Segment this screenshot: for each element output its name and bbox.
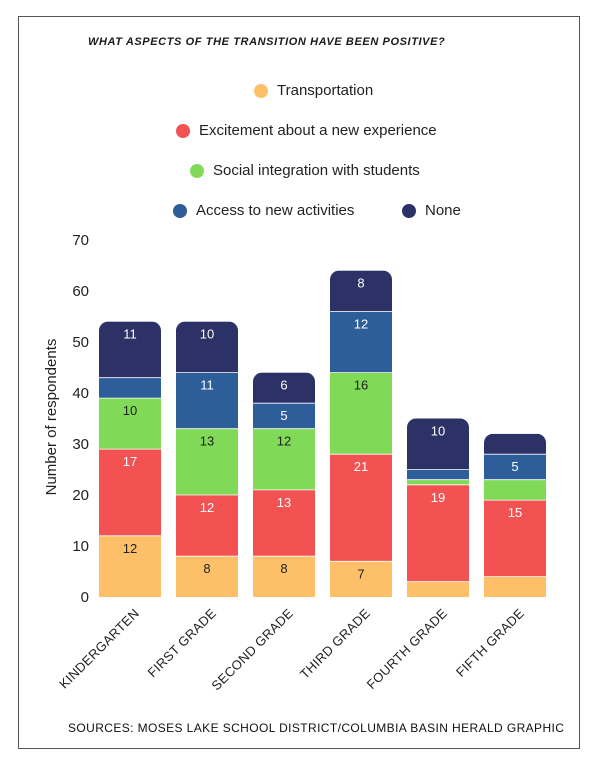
bar-segment bbox=[330, 561, 392, 597]
category-label: KINDERGARTEN bbox=[56, 606, 142, 692]
bar-segment bbox=[330, 372, 392, 455]
category-label: FIFTH GRADE bbox=[453, 605, 527, 679]
bar-segment bbox=[99, 377, 161, 399]
data-label: 11 bbox=[200, 378, 214, 393]
data-label: 11 bbox=[123, 327, 137, 342]
legend-swatch-social-integration bbox=[190, 163, 204, 178]
legend-item-transportation: Transportation bbox=[254, 82, 373, 99]
data-label: 12 bbox=[123, 541, 137, 556]
bar-segment bbox=[99, 535, 161, 597]
data-label: 13 bbox=[200, 434, 214, 449]
bar-segment bbox=[407, 479, 469, 485]
data-label: 7 bbox=[357, 566, 364, 581]
legend-swatch-transportation bbox=[254, 83, 268, 98]
data-label: 12 bbox=[277, 434, 291, 449]
bar-segment bbox=[330, 311, 392, 373]
bar-segment bbox=[407, 581, 469, 597]
bar-segment bbox=[484, 479, 546, 501]
data-label: 6 bbox=[280, 378, 287, 393]
legend-label-access: Access to new activities bbox=[196, 202, 355, 219]
bar-segment bbox=[484, 433, 546, 455]
bar-segment bbox=[176, 372, 238, 429]
bar-segment bbox=[99, 449, 161, 536]
y-axis-title: Number of respondents bbox=[43, 339, 60, 496]
category-label: THIRD GRADE bbox=[297, 605, 373, 681]
legend-item-none: None bbox=[402, 202, 461, 219]
data-label: 12 bbox=[354, 316, 368, 331]
y-tick-label: 50 bbox=[72, 334, 89, 351]
category-label: FOURTH GRADE bbox=[364, 606, 451, 693]
y-tick-label: 0 bbox=[81, 589, 89, 606]
data-label: 5 bbox=[280, 408, 287, 423]
y-tick-label: 60 bbox=[72, 283, 89, 300]
bar-segment bbox=[330, 270, 392, 312]
data-label: 13 bbox=[277, 495, 291, 510]
chart-frame bbox=[18, 16, 580, 749]
category-label: SECOND GRADE bbox=[208, 605, 296, 693]
legend-swatch-access bbox=[173, 203, 187, 218]
bar-segment bbox=[253, 428, 315, 490]
bar-segment bbox=[407, 418, 469, 470]
chart-title: WHAT ASPECTS OF THE TRANSITION HAVE BEEN… bbox=[88, 36, 446, 48]
bar-segment bbox=[253, 372, 315, 404]
bar-stack-third-grade bbox=[330, 270, 392, 597]
legend-label-none: None bbox=[425, 202, 461, 219]
legend-swatch-excitement bbox=[176, 123, 190, 138]
bar-stack-first-grade bbox=[176, 321, 238, 597]
bar-segment bbox=[176, 495, 238, 557]
data-label: 8 bbox=[203, 561, 210, 576]
data-label: 10 bbox=[123, 403, 137, 418]
data-label: 10 bbox=[431, 424, 445, 439]
bar-segment bbox=[253, 403, 315, 429]
bar-segment bbox=[99, 321, 161, 378]
data-label: 5 bbox=[511, 459, 518, 474]
bar-segment bbox=[407, 484, 469, 582]
y-tick-label: 20 bbox=[72, 487, 89, 504]
legend-item-access: Access to new activities bbox=[173, 202, 354, 219]
bar-segment bbox=[484, 576, 546, 597]
bar-segment bbox=[407, 469, 469, 480]
data-label: 15 bbox=[508, 505, 522, 520]
y-tick-label: 70 bbox=[72, 232, 89, 249]
legend-label-excitement: Excitement about a new experience bbox=[199, 122, 437, 139]
data-label: 8 bbox=[280, 561, 287, 576]
category-label: FIRST GRADE bbox=[145, 606, 220, 681]
bar-segment bbox=[253, 489, 315, 557]
bar-segment bbox=[330, 454, 392, 562]
y-tick-label: 30 bbox=[72, 436, 89, 453]
data-label: 16 bbox=[354, 378, 368, 393]
bar-segment bbox=[99, 398, 161, 450]
bar-segment bbox=[484, 500, 546, 577]
bar-stack-fifth-grade bbox=[484, 433, 546, 597]
bar-segment bbox=[176, 556, 238, 597]
bar-stack-fourth-grade bbox=[407, 418, 469, 597]
y-tick-label: 10 bbox=[72, 538, 89, 555]
source-credit: SOURCES: MOSES LAKE SCHOOL DISTRICT/COLU… bbox=[68, 721, 565, 735]
bar-segment bbox=[176, 428, 238, 495]
legend-item-social-integration: Social integration with students bbox=[190, 162, 420, 179]
data-label: 12 bbox=[200, 500, 214, 515]
data-label: 19 bbox=[431, 490, 445, 505]
legend-label-transportation: Transportation bbox=[277, 82, 374, 99]
bar-stack-second-grade bbox=[253, 372, 315, 597]
data-label: 21 bbox=[354, 459, 368, 474]
data-label: 17 bbox=[123, 454, 137, 469]
bar-segment bbox=[484, 454, 546, 480]
y-tick-label: 40 bbox=[72, 385, 89, 402]
legend-swatch-none bbox=[402, 203, 416, 218]
bar-stack-kindergarten bbox=[99, 321, 161, 597]
data-label: 8 bbox=[357, 276, 364, 291]
bar-segment bbox=[176, 321, 238, 373]
legend-label-social-integration: Social integration with students bbox=[213, 162, 420, 179]
data-label: 10 bbox=[200, 327, 214, 342]
bar-segment bbox=[253, 556, 315, 597]
legend-item-excitement: Excitement about a new experience bbox=[176, 122, 437, 139]
